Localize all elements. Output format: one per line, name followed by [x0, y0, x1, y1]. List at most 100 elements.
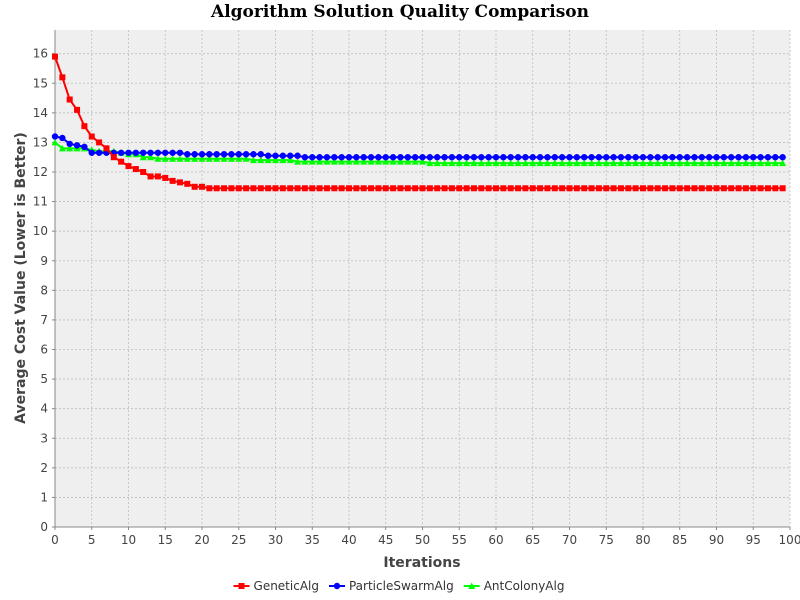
data-point	[118, 158, 125, 165]
data-point	[448, 185, 455, 192]
x-tick-label: 75	[599, 533, 614, 547]
data-point	[147, 153, 155, 161]
data-point	[537, 185, 544, 192]
x-tick-label: 20	[194, 533, 209, 547]
data-point	[514, 159, 522, 167]
data-point	[95, 149, 103, 156]
data-point	[720, 159, 728, 167]
data-point	[669, 185, 676, 192]
data-point	[705, 159, 713, 167]
data-point	[632, 185, 639, 192]
data-point	[81, 123, 88, 130]
data-point	[88, 149, 95, 156]
data-point	[779, 159, 787, 167]
data-point	[88, 133, 95, 140]
data-point	[169, 149, 176, 156]
data-point	[661, 154, 669, 161]
y-tick-label: 3	[40, 431, 48, 445]
data-point	[257, 156, 265, 164]
data-point	[228, 151, 235, 158]
data-point	[764, 185, 771, 192]
data-point	[250, 185, 257, 192]
data-point	[470, 154, 478, 161]
data-point	[684, 185, 691, 192]
data-point	[272, 185, 279, 192]
legend-marker	[333, 582, 341, 590]
data-point	[625, 154, 632, 161]
data-point	[59, 74, 66, 81]
data-point	[169, 155, 177, 162]
data-point	[500, 154, 507, 161]
data-point	[103, 145, 110, 152]
data-point	[720, 185, 727, 192]
data-point	[661, 159, 669, 167]
x-tick-label: 90	[709, 533, 724, 547]
data-point	[683, 159, 691, 167]
data-point	[742, 154, 750, 161]
data-point	[603, 154, 610, 161]
data-point	[264, 156, 272, 164]
y-tick-label: 10	[33, 224, 48, 238]
x-tick-label: 0	[51, 533, 59, 547]
data-point	[676, 185, 683, 192]
data-point	[309, 185, 316, 192]
data-point	[654, 185, 661, 192]
data-point	[521, 159, 529, 167]
data-point	[411, 158, 419, 165]
data-point	[176, 155, 184, 162]
data-point	[294, 152, 301, 159]
data-point	[279, 152, 287, 159]
data-point	[176, 149, 184, 156]
data-point	[352, 158, 360, 165]
data-point	[441, 154, 448, 161]
data-point	[367, 154, 375, 161]
series-line	[54, 141, 783, 165]
data-point	[220, 155, 228, 162]
data-point	[140, 149, 147, 156]
data-point	[360, 154, 367, 161]
data-point	[463, 185, 470, 192]
data-point	[485, 185, 492, 192]
data-point	[96, 139, 103, 146]
data-point	[640, 185, 646, 192]
data-point	[331, 154, 338, 161]
data-point	[456, 185, 463, 192]
data-point	[404, 185, 411, 192]
x-tick-label: 30	[268, 533, 283, 547]
x-tick-label: 65	[525, 533, 540, 547]
data-point	[595, 154, 603, 161]
data-point	[213, 151, 220, 158]
data-point	[235, 155, 243, 162]
data-point	[544, 154, 551, 161]
data-point	[235, 151, 242, 158]
legend-marker	[468, 582, 476, 589]
data-point	[668, 159, 676, 167]
data-point	[426, 159, 434, 167]
data-point	[507, 159, 515, 167]
data-point	[434, 154, 441, 161]
data-point	[294, 185, 301, 192]
data-point	[301, 185, 308, 192]
data-point	[764, 159, 772, 167]
data-point	[698, 154, 705, 161]
data-point	[750, 154, 757, 161]
data-point	[566, 185, 573, 192]
data-point	[389, 158, 397, 165]
data-point	[580, 159, 588, 167]
x-tick-label: 85	[672, 533, 687, 547]
data-point	[654, 159, 662, 167]
data-point	[264, 152, 272, 159]
data-point	[257, 185, 264, 192]
series-line	[54, 135, 783, 159]
data-point	[779, 185, 786, 192]
data-point	[728, 154, 735, 161]
data-point	[426, 185, 433, 192]
data-point	[477, 159, 485, 167]
data-point	[558, 159, 566, 167]
data-point	[691, 185, 698, 192]
data-point	[507, 154, 514, 161]
data-point	[279, 156, 287, 164]
data-point	[706, 185, 713, 192]
data-point	[382, 154, 389, 161]
